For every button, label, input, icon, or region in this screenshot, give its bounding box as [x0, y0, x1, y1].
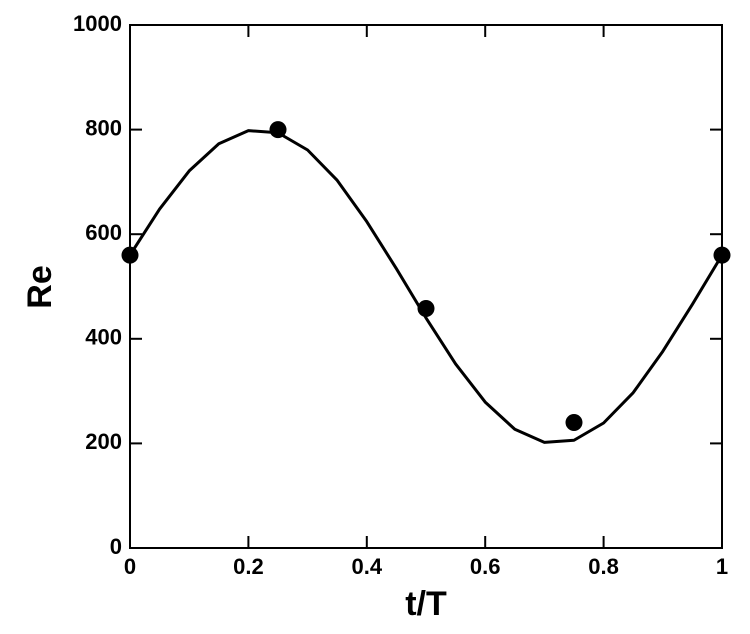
y-tick-label: 1000	[73, 11, 122, 36]
x-axis-title: t/T	[405, 585, 447, 623]
marker	[565, 413, 583, 431]
line	[128, 129, 724, 444]
y-tick-label: 600	[85, 220, 122, 245]
x-tick-label: 0	[124, 554, 136, 579]
x-tick-label: 0.6	[470, 554, 501, 579]
y-tick-label: 400	[85, 325, 122, 350]
plot-frame	[129, 24, 723, 549]
x-tick-label: 1	[716, 554, 728, 579]
marker	[269, 121, 287, 139]
x-tick-label: 0.2	[233, 554, 264, 579]
y-tick-label: 200	[85, 429, 122, 454]
x-tick-label: 0.4	[352, 554, 383, 579]
y-tick-label: 0	[110, 534, 122, 559]
marker	[417, 299, 435, 317]
y-axis-title: Re	[21, 265, 59, 308]
y-tick-label: 800	[85, 115, 122, 140]
marker	[121, 246, 139, 264]
x-tick-label: 0.8	[588, 554, 619, 579]
marker	[713, 246, 731, 264]
